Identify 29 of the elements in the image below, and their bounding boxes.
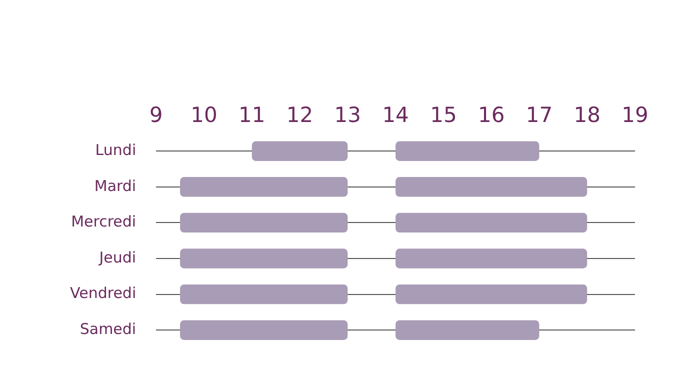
y-tick-label: Mercredi <box>71 212 136 231</box>
x-tick-label: 12 <box>286 103 314 128</box>
bar <box>396 248 588 268</box>
y-tick-label: Samedi <box>80 320 136 338</box>
bar <box>396 212 588 233</box>
x-tick-label: 9 <box>149 103 163 128</box>
x-tick-label: 19 <box>622 103 648 128</box>
bar <box>396 320 540 340</box>
x-tick-label: 18 <box>574 103 600 128</box>
y-tick-label: Lundi <box>95 140 136 159</box>
y-tick-label: Mardi <box>94 176 136 195</box>
bar <box>396 141 540 161</box>
bar <box>180 284 348 304</box>
x-tick-label: 11 <box>238 103 266 128</box>
bar <box>180 212 348 233</box>
y-tick-label: Vendredi <box>70 284 136 302</box>
x-tick-label: 17 <box>526 103 553 128</box>
bar <box>180 248 348 268</box>
bar <box>180 177 348 197</box>
bar <box>252 141 348 161</box>
x-tick-label: 15 <box>430 103 457 128</box>
x-tick-label: 16 <box>478 103 505 128</box>
bar <box>396 284 588 304</box>
x-tick-label: 13 <box>334 103 362 128</box>
x-tick-label: 14 <box>382 103 409 128</box>
x-tick-label: 10 <box>190 103 218 128</box>
bar <box>180 320 348 340</box>
y-tick-label: Jeudi <box>98 248 136 266</box>
bar <box>396 177 588 197</box>
